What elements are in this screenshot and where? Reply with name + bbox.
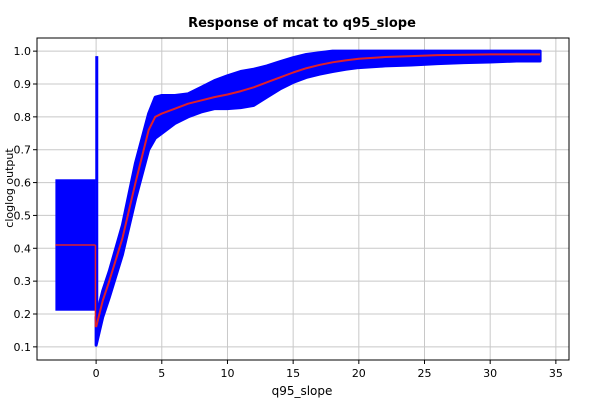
- x-tick-label: 25: [418, 367, 432, 380]
- x-tick-label: 15: [286, 367, 300, 380]
- confidence-band: [94, 49, 542, 347]
- x-tick-label: 10: [220, 367, 234, 380]
- x-tick-label: 0: [93, 367, 100, 380]
- y-tick-label: 0.9: [14, 78, 32, 91]
- x-tick-label: 35: [549, 367, 563, 380]
- axis-layer: 0 5 10 15 20 25 30 35 0.1 0.2 0.3 0.4 0.5 0.6 0.7 0.8 0.…: [14, 45, 563, 380]
- x-axis-label: q95_slope: [272, 384, 333, 398]
- chart-title: Response of mcat to q95_slope: [188, 16, 416, 31]
- y-tick-label: 0.2: [14, 308, 32, 321]
- y-tick-label: 0.4: [14, 242, 32, 255]
- x-tick-label: 5: [158, 367, 165, 380]
- y-tick-label: 0.7: [14, 144, 32, 157]
- mean-response-line: [95, 53, 541, 328]
- plot-frame: [36, 37, 570, 361]
- y-tick-label: 0.5: [14, 209, 32, 222]
- y-tick-label: 1.0: [14, 45, 32, 58]
- x-tick-label: 20: [352, 367, 366, 380]
- y-axis-label: cloglog output: [3, 148, 16, 228]
- x-tick-label: 30: [483, 367, 497, 380]
- y-tick-label: 0.1: [14, 341, 32, 354]
- y-tick-label: 0.3: [14, 275, 32, 288]
- y-tick-label: 0.6: [14, 177, 32, 190]
- data-layer: [55, 49, 542, 347]
- y-tick-label: 0.8: [14, 111, 32, 124]
